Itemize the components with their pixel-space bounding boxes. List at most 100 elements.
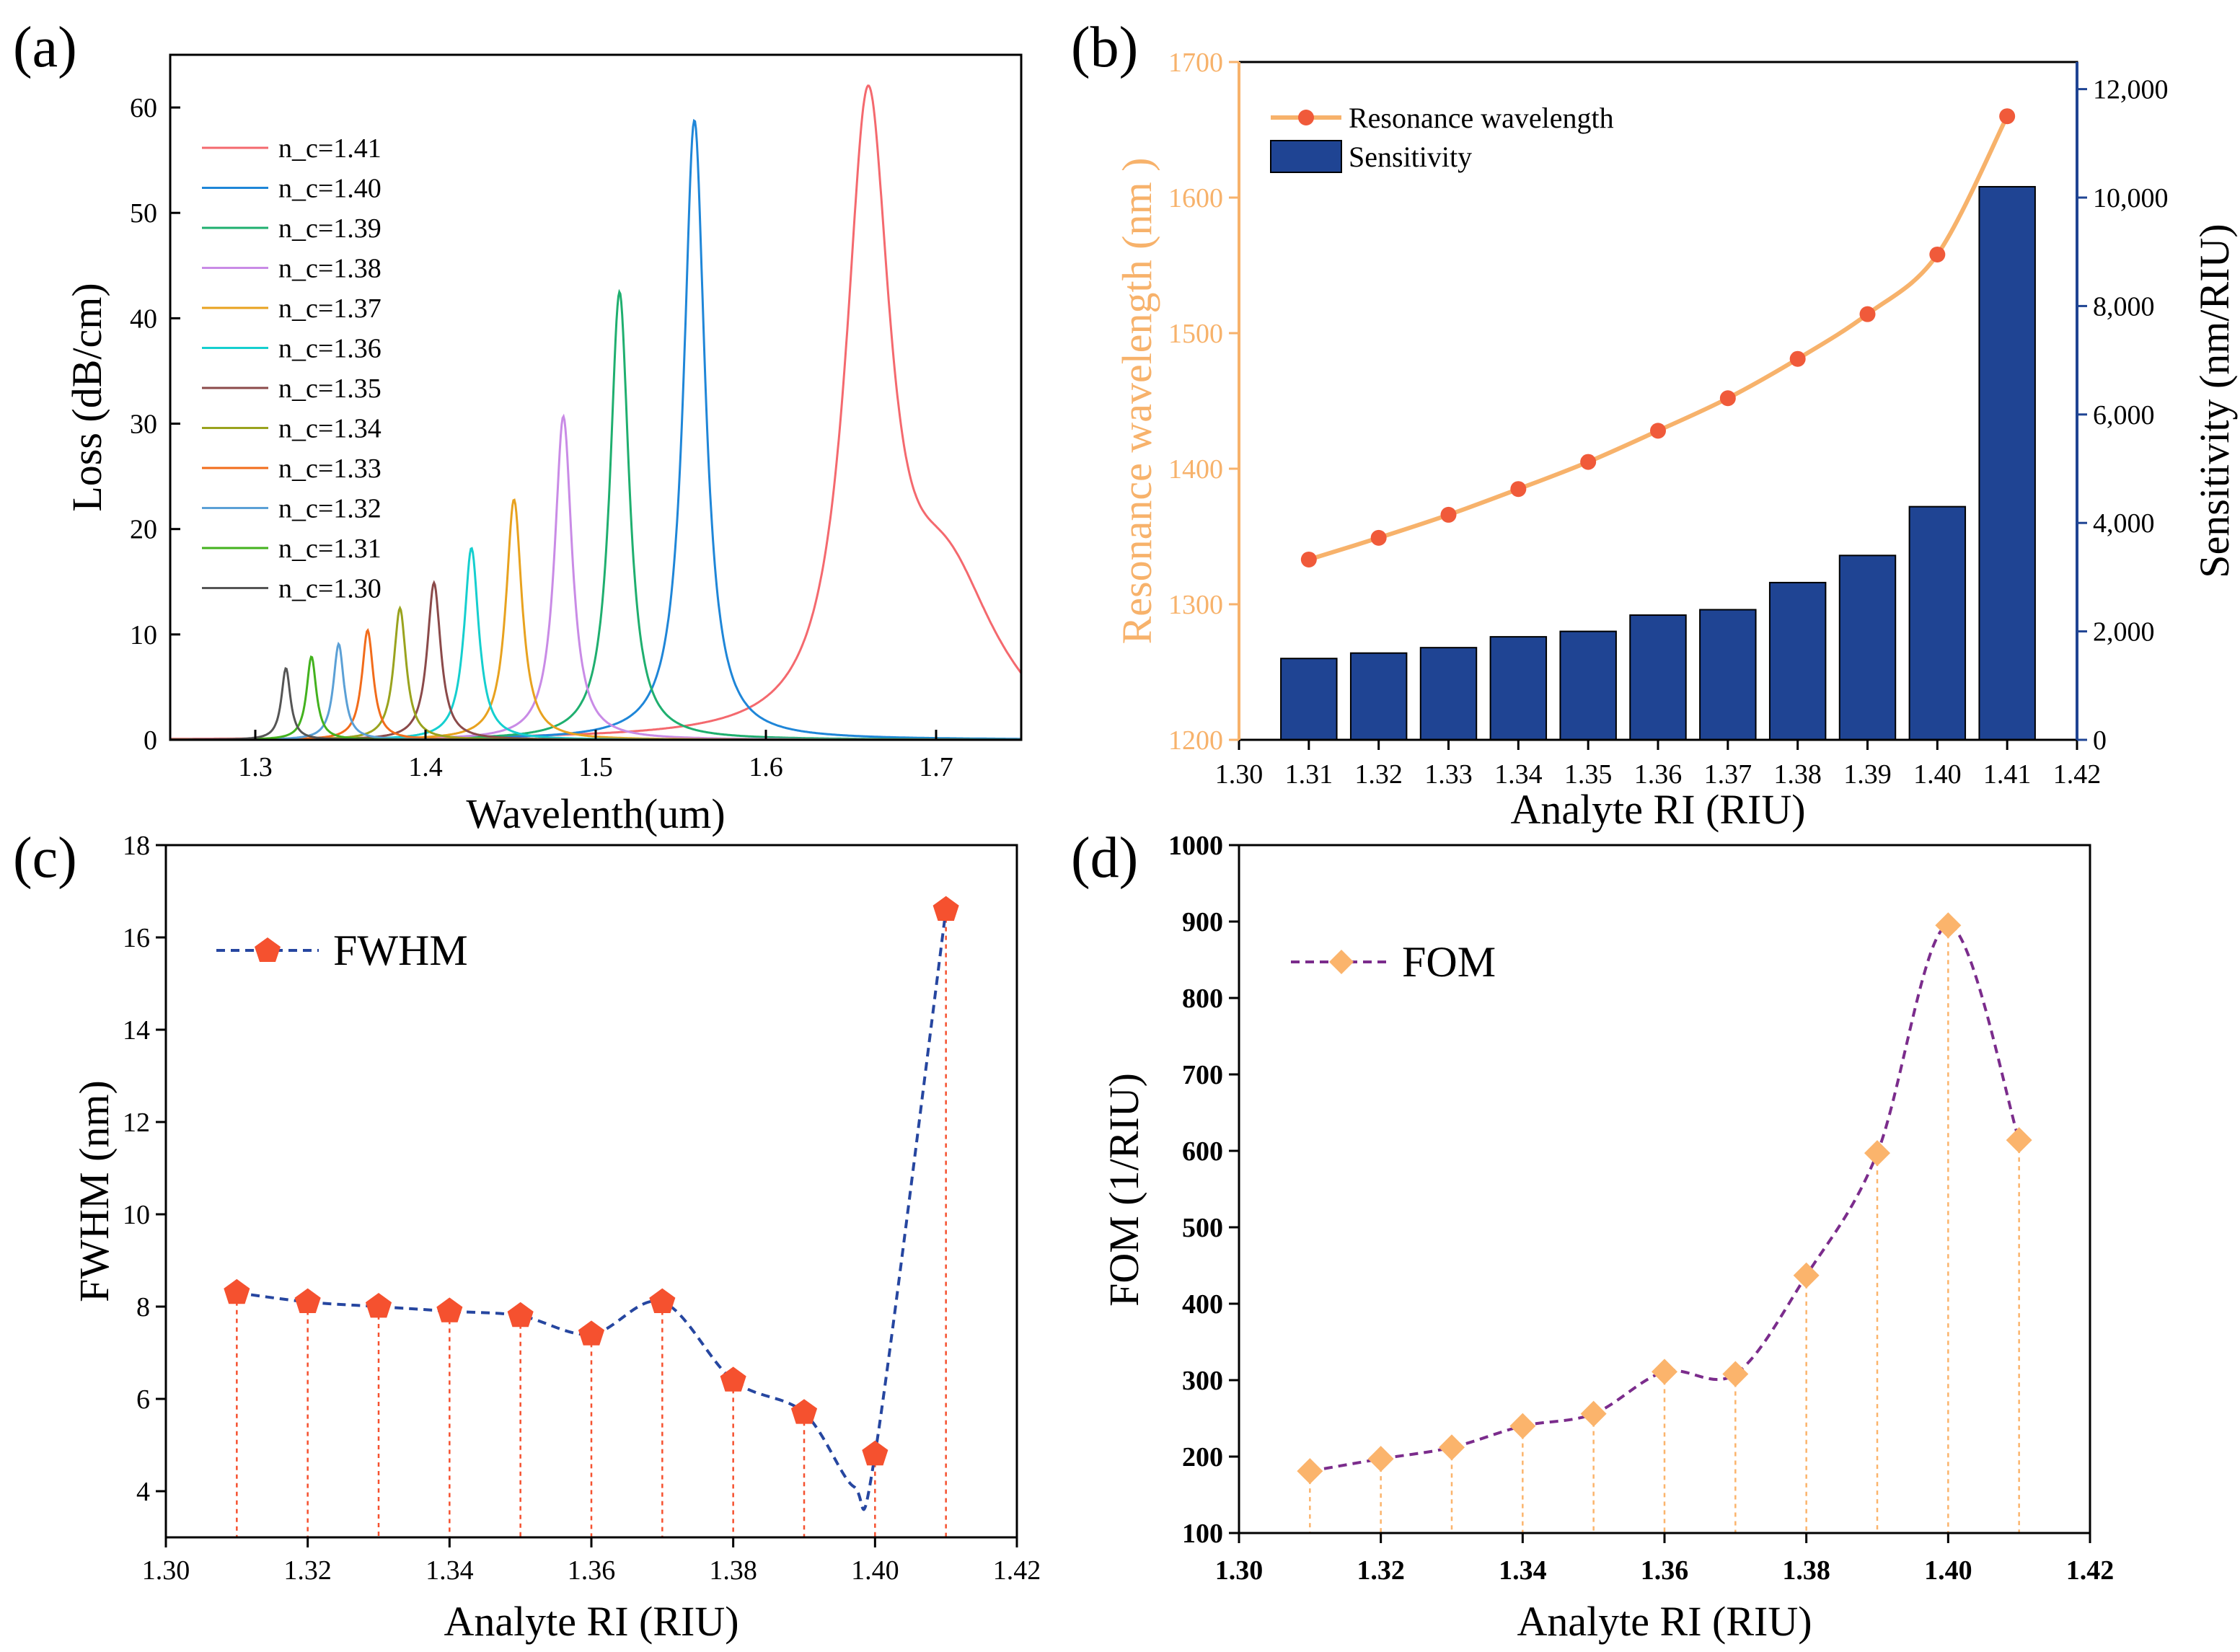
panel-d-y-label: FOM (1/RIU) — [1101, 1073, 1147, 1307]
panel-b-right-label: Sensitivity (nm/RIU) — [2191, 224, 2238, 578]
y-tick-label: 500 — [1182, 1213, 1223, 1243]
fom-point — [1509, 1413, 1536, 1439]
panel-a-y-ticks: 0 10 20 30 40 50 60 — [130, 93, 180, 756]
legend-label-134: n_c=1.34 — [278, 414, 382, 444]
resonance-point — [1580, 454, 1597, 470]
resonance-point — [1370, 529, 1387, 546]
panel-b-label: (b) — [1071, 16, 1138, 79]
y-tick-label: 300 — [1182, 1366, 1223, 1396]
y-tick-label: 200 — [1182, 1442, 1223, 1472]
left-tick-label: 1400 — [1168, 454, 1223, 485]
panel-d-x-label: Analyte RI (RIU) — [1517, 1598, 1812, 1645]
x-tick-label: 1.30 — [1215, 759, 1264, 790]
fom-point — [1367, 1446, 1394, 1472]
y-tick-label: 50 — [130, 198, 157, 229]
x-tick-label: 1.7 — [919, 752, 953, 782]
fwhm-point — [224, 1278, 250, 1304]
x-tick-label: 1.4 — [408, 752, 443, 782]
panel-b-left-label: Resonance wavelength (nm ) — [1114, 158, 1160, 645]
legend-marker-fwhm — [255, 937, 281, 962]
x-tick-label: 1.37 — [1704, 759, 1752, 790]
legend-label-137: n_c=1.37 — [278, 293, 382, 324]
legend-marker-fom — [1329, 950, 1354, 974]
panel-c-y-ticks: 4 6 8 10 12 14 16 18 — [123, 831, 166, 1507]
legend-label-135: n_c=1.35 — [278, 374, 382, 404]
fom-point — [2006, 1127, 2032, 1154]
resonance-point — [1510, 481, 1527, 498]
x-tick-label: 1.5 — [578, 752, 613, 782]
left-tick-label: 1300 — [1168, 590, 1223, 620]
x-tick-label: 1.38 — [1782, 1555, 1830, 1586]
right-tick-label: 2,000 — [2093, 617, 2155, 648]
legend-label-141: n_c=1.41 — [278, 133, 382, 164]
y-tick-label: 16 — [123, 923, 150, 953]
panel-b: (b) 1.30 1.31 1.32 1.33 1.34 1.35 1.36 1.37 1.38… — [1071, 16, 2238, 833]
x-tick-label: 1.40 — [1924, 1555, 1972, 1586]
legend-label-131: n_c=1.31 — [278, 534, 382, 564]
panel-a: (a) 1.3 1.4 1.5 1.6 1.7 0 10 20 30 40 50 60 Wavele… — [13, 16, 1023, 837]
y-tick-label: 0 — [144, 725, 157, 756]
fom-point — [1652, 1359, 1677, 1385]
x-tick-label: 1.34 — [1494, 759, 1543, 790]
panel-d: (d) 1.30 1.32 1.34 1.36 1.38 1.40 1.42 100 200 3… — [1071, 826, 2114, 1645]
panel-b-x-ticks: 1.30 1.31 1.32 1.33 1.34 1.35 1.36 1.37 1.38 1.39… — [1215, 740, 2102, 790]
panel-c-legend: FWHM — [216, 927, 468, 974]
legend-label-132: n_c=1.32 — [278, 494, 382, 524]
panel-a-x-label: Wavelenth(um) — [466, 790, 725, 837]
fwhm-point — [649, 1288, 676, 1313]
sensitivity-bar — [1349, 652, 1408, 741]
y-tick-label: 30 — [130, 410, 157, 440]
y-tick-label: 40 — [130, 304, 157, 334]
panel-d-x-ticks: 1.30 1.32 1.34 1.36 1.38 1.40 1.42 — [1215, 1533, 2114, 1586]
panel-d-frame — [1238, 844, 2091, 1534]
legend-label-140: n_c=1.40 — [278, 174, 382, 204]
loss-curve-134 — [170, 605, 1021, 741]
y-tick-label: 900 — [1182, 907, 1223, 937]
x-tick-label: 1.34 — [1499, 1555, 1547, 1586]
fwhm-point — [862, 1440, 888, 1466]
x-tick-label: 1.32 — [1354, 759, 1403, 790]
sensitivity-bar — [1629, 614, 1687, 741]
resonance-point — [1440, 506, 1457, 523]
y-tick-label: 18 — [123, 831, 150, 861]
y-tick-label: 20 — [130, 515, 157, 545]
panel-c-y-label: FWHM (nm) — [71, 1080, 118, 1302]
fwhm-point — [365, 1293, 392, 1318]
panel-c-plot-area — [224, 896, 959, 1537]
x-tick-label: 1.34 — [425, 1555, 474, 1586]
resonance-point — [1929, 246, 1946, 262]
panel-d-y-ticks: 100 200 300 400 500 600 700 800 900 1000 — [1168, 831, 1239, 1549]
resonance-line — [1308, 115, 2009, 562]
left-tick-label: 1200 — [1168, 725, 1223, 756]
x-tick-label: 1.40 — [851, 1555, 899, 1586]
panel-d-label: (d) — [1071, 826, 1138, 890]
left-tick-label: 1500 — [1168, 319, 1223, 349]
sensitivity-bar — [1419, 647, 1478, 741]
y-tick-label: 800 — [1182, 984, 1223, 1014]
x-tick-label: 1.36 — [1641, 1555, 1689, 1586]
x-tick-label: 1.35 — [1564, 759, 1613, 790]
y-tick-label: 6 — [136, 1384, 150, 1415]
right-tick-label: 8,000 — [2093, 291, 2155, 322]
y-tick-label: 100 — [1182, 1519, 1223, 1549]
sensitivity-bar — [1908, 505, 1967, 741]
legend-label-133: n_c=1.33 — [278, 454, 382, 484]
legend-label-fom: FOM — [1402, 938, 1496, 986]
y-tick-label: 10 — [130, 620, 157, 650]
sensitivity-bar — [1280, 658, 1338, 741]
right-tick-label: 6,000 — [2093, 400, 2155, 430]
x-tick-label: 1.42 — [2053, 759, 2102, 790]
fwhm-point — [294, 1288, 321, 1313]
panel-b-left-ticks: 1200 1300 1400 1500 1600 1700 — [1168, 48, 1239, 756]
fom-point — [1864, 1140, 1890, 1167]
fwhm-point — [436, 1297, 463, 1322]
x-tick-label: 1.40 — [1913, 759, 1962, 790]
fom-point — [1935, 912, 1962, 939]
y-tick-label: 700 — [1182, 1060, 1223, 1090]
fom-point — [1793, 1262, 1820, 1289]
sensitivity-bar — [1559, 630, 1617, 741]
legend-label-130: n_c=1.30 — [278, 574, 382, 604]
panel-c-label: (c) — [13, 826, 77, 890]
legend-marker-resonance — [1298, 110, 1314, 125]
